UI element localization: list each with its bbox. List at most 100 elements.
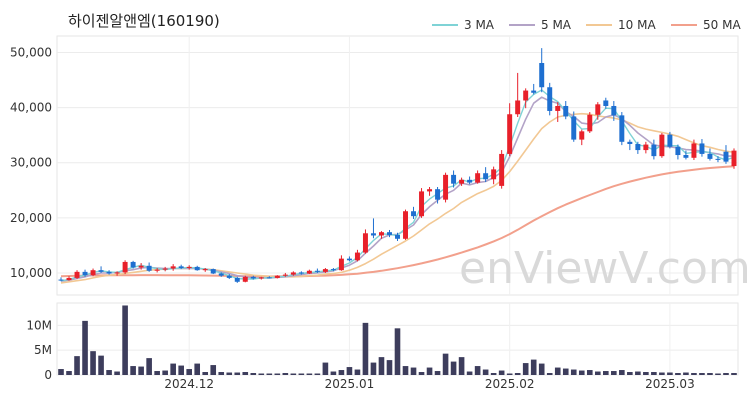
volume-bar (266, 373, 273, 375)
candle-body (290, 272, 296, 275)
candle (298, 271, 304, 275)
candle (723, 145, 729, 164)
volume-bar (619, 370, 625, 375)
candle (234, 276, 240, 283)
volume-bar (290, 373, 297, 375)
candle-body (723, 151, 729, 162)
volume-bar (659, 372, 665, 375)
volume-bar (218, 372, 225, 375)
watermark: enViewV.com (459, 243, 750, 294)
candle (387, 229, 392, 238)
legend-item: 3 MA (432, 18, 495, 32)
candle-body (483, 173, 489, 180)
x-axis: 2024.12 2025.01 2025.02 2025.03 (164, 377, 694, 391)
volume-bar (522, 363, 529, 375)
volume-tick-label: 5M (34, 343, 52, 357)
candle (266, 276, 272, 279)
legend-item: 50 MA (671, 18, 741, 32)
candle (226, 274, 232, 280)
candle-body (547, 87, 553, 111)
candle (587, 112, 593, 133)
candle (202, 267, 208, 272)
candle-body (491, 169, 497, 180)
volume-bar (635, 371, 641, 375)
candle (122, 260, 128, 275)
candle (411, 206, 417, 219)
candle (579, 129, 585, 146)
candle (547, 82, 553, 116)
candle-body (579, 131, 585, 140)
candle (74, 270, 80, 280)
chart-title: 하이젠알앤엠(160190) (68, 12, 220, 30)
volume-bar (154, 371, 160, 375)
candle (194, 265, 200, 271)
candle-body (306, 270, 312, 274)
candle (330, 267, 336, 272)
candle-body (515, 100, 521, 115)
volume-bar (314, 373, 321, 375)
volume-bar (514, 373, 521, 375)
volume-bar (667, 372, 673, 375)
candle-body (667, 134, 673, 147)
legend: 3 MA 5 MA 10 MA 50 MA (432, 18, 741, 32)
x-tick-label: 2025.02 (485, 377, 535, 391)
candles (58, 48, 737, 283)
candle (210, 268, 216, 275)
volume-bar (450, 361, 457, 375)
candle-body (90, 270, 96, 276)
volume-bar (570, 369, 577, 375)
candle-body (258, 277, 264, 279)
volume-bar (683, 372, 689, 375)
candle (443, 172, 449, 203)
candle-body (338, 258, 344, 271)
candle (218, 272, 224, 277)
candle-body (218, 273, 224, 276)
candle (651, 139, 657, 160)
legend-item: 10 MA (586, 18, 656, 32)
volume-bar (586, 370, 593, 375)
candle (146, 262, 152, 272)
volume-bar (258, 373, 265, 375)
candle (675, 144, 681, 160)
volume-bar (378, 357, 385, 375)
volume-bar (130, 366, 136, 375)
candle (571, 111, 577, 142)
volume-bar (691, 373, 697, 375)
candle (435, 186, 441, 204)
candle (274, 275, 280, 279)
candle (178, 264, 184, 270)
candle-body (403, 211, 408, 239)
candle-body (130, 261, 136, 268)
volume-bar (346, 367, 353, 375)
volume-bar (242, 372, 249, 375)
candle-body (611, 105, 617, 116)
candle (699, 139, 705, 157)
candle (250, 275, 256, 280)
volume-bar (186, 369, 192, 375)
candle-body (162, 268, 168, 270)
volume-bar (490, 373, 497, 375)
candle-body (234, 277, 240, 282)
candle (595, 102, 601, 120)
candle (354, 249, 360, 262)
candle (555, 102, 561, 122)
candle-body (507, 114, 513, 154)
candle-body (435, 189, 441, 200)
candle (395, 232, 400, 241)
candle-body (587, 114, 593, 132)
candle-body (555, 105, 561, 111)
candle (306, 269, 312, 275)
volume-bar (90, 351, 96, 375)
candle (539, 48, 545, 93)
candle (683, 150, 689, 160)
volume-bar (386, 360, 393, 375)
price-tick-label: 50,000 (10, 46, 52, 60)
candle-body (475, 173, 481, 183)
candle (715, 156, 721, 163)
candle-body (411, 211, 417, 217)
volume-bar (603, 371, 609, 375)
price-plot-area (56, 35, 739, 296)
candle (290, 271, 296, 276)
volume-y-axis: 0 5M 10M (26, 318, 52, 382)
